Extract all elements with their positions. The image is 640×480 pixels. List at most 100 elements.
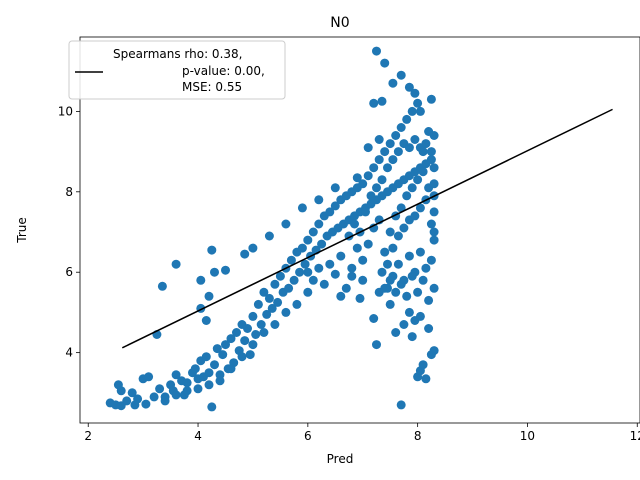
points-layer (105, 46, 439, 412)
scatter-point (281, 307, 291, 317)
scatter-point (399, 223, 409, 233)
plot-frame (79, 36, 640, 424)
scatter-point (127, 388, 137, 398)
scatter-point (404, 307, 414, 317)
scatter-point (232, 328, 241, 337)
scatter-point (201, 352, 211, 362)
scatter-point (240, 336, 250, 346)
scatter-point (259, 287, 269, 297)
x-tick-label: 8 (414, 429, 422, 443)
y-tick-label: 8 (65, 185, 73, 199)
scatter-point (122, 396, 132, 406)
x-tick-label: 12 (630, 429, 640, 443)
scatter-point (262, 309, 272, 319)
scatter-point (303, 267, 313, 277)
scatter-point (218, 350, 228, 360)
scatter-point (418, 167, 428, 177)
scatter-point (297, 243, 307, 253)
scatter-point (404, 82, 414, 92)
scatter-point (182, 386, 192, 396)
scatter-point (273, 297, 283, 307)
scatter-point (281, 219, 291, 229)
scatter-point (201, 316, 211, 325)
scatter-point (407, 332, 417, 342)
y-tick-label: 4 (65, 346, 73, 360)
scatter-point (413, 98, 423, 108)
scatter-point (399, 320, 409, 329)
scatter-point (388, 78, 398, 88)
scatter-point (429, 346, 439, 356)
scatter-point (259, 328, 269, 337)
scatter-point (171, 370, 181, 380)
legend: Spearmans rho: 0.38, p-value: 0.00, MSE:… (68, 40, 286, 100)
scatter-point (226, 364, 236, 374)
scatter-point (393, 231, 403, 241)
scatter-point (369, 223, 379, 233)
scatter-point (308, 227, 318, 237)
scatter-point (383, 163, 392, 173)
scatter-point (341, 283, 351, 293)
scatter-point (319, 279, 329, 289)
scatter-point (413, 287, 423, 297)
scatter-point (363, 171, 373, 181)
scatter-point (404, 143, 414, 153)
scatter-point (325, 259, 335, 269)
scatter-point (407, 106, 417, 116)
scatter-point (347, 271, 357, 281)
scatter-point (251, 330, 261, 339)
scatter-point (248, 340, 258, 350)
scatter-point (421, 139, 431, 149)
scatter-point (388, 243, 398, 253)
scatter-point (141, 399, 151, 409)
x-axis-label: Pred (327, 452, 354, 466)
scatter-point (415, 247, 425, 257)
scatter-point (372, 46, 381, 56)
scatter-point (415, 311, 425, 321)
scatter-point (361, 207, 370, 217)
scatter-point (426, 94, 436, 104)
scatter-point (330, 269, 340, 279)
scatter-point (221, 265, 230, 275)
scatter-point (363, 239, 373, 249)
y-axis: 4 6 8 10 (58, 104, 80, 360)
scatter-point (377, 175, 387, 185)
scatter-point (314, 195, 324, 205)
scatter-point (429, 207, 439, 217)
scatter-point (270, 279, 280, 289)
scatter-point (160, 392, 170, 402)
scatter-point (314, 263, 324, 273)
scatter-point (171, 390, 181, 400)
scatter-point (325, 207, 335, 217)
scatter-point (380, 247, 390, 257)
scatter-point (243, 324, 252, 333)
scatter-point (355, 293, 365, 303)
y-axis-label: True (15, 217, 29, 244)
legend-line-2: p-value: 0.00, (182, 64, 265, 78)
scatter-point (396, 70, 406, 80)
scatter-point (396, 123, 406, 132)
scatter-point (264, 231, 274, 241)
scatter-point (358, 179, 368, 189)
scatter-point (358, 255, 368, 265)
scatter-point (317, 239, 327, 249)
scatter-point (267, 303, 277, 313)
scatter-point (396, 400, 406, 410)
scatter-point (303, 235, 313, 245)
scatter-point (336, 251, 346, 261)
scatter-point (429, 235, 439, 245)
scatter-point (391, 328, 401, 337)
scatter-point (352, 243, 362, 253)
scatter-point (413, 175, 423, 185)
scatter-point (149, 392, 159, 402)
scatter-point (314, 219, 324, 229)
scatter-point (385, 139, 395, 149)
fit-line (121, 108, 613, 349)
scatter-point (369, 163, 379, 173)
scatter-point (284, 283, 294, 293)
scatter-point (429, 131, 439, 140)
scatter-point (369, 314, 379, 323)
scatter-point (429, 283, 439, 293)
scatter-point (402, 191, 412, 201)
scatter-point (402, 114, 412, 124)
